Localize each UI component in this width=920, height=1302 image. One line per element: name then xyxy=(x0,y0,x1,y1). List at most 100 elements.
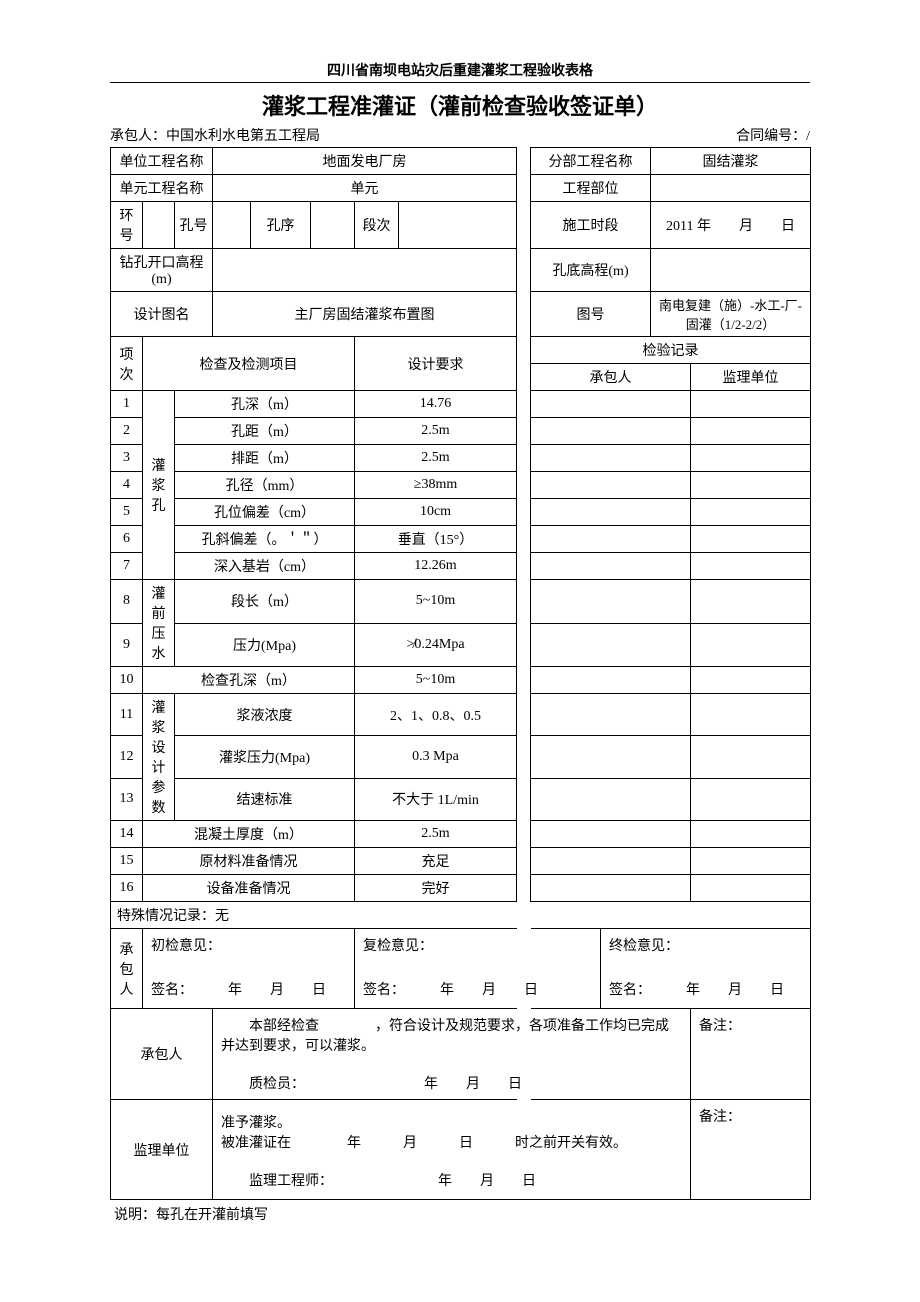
remark-1: 备注： xyxy=(691,1009,811,1100)
table-row: 9 压力(Mpa) ≯0.24Mpa xyxy=(111,623,811,667)
cell-req: 充足 xyxy=(355,848,517,875)
final-opinion: 终检意见： 签名： 年 月 日 xyxy=(601,929,811,1009)
table-row: 13 结速标准 不大于 1L/min xyxy=(111,778,811,820)
value-hole-order xyxy=(311,202,355,249)
cell-item: 深入基岩（cm） xyxy=(175,553,355,580)
cell-n: 11 xyxy=(111,694,143,736)
contract-no-line: 合同编号：/ xyxy=(736,125,810,145)
label-record-contractor: 承包人 xyxy=(531,364,691,391)
group-1: 灌浆孔 xyxy=(143,391,175,580)
row-unit-project: 单位工程名称 地面发电厂房 分部工程名称 固结灌浆 xyxy=(111,148,811,175)
label-element-project: 单元工程名称 xyxy=(111,175,213,202)
label-period: 施工时段 xyxy=(531,202,651,249)
cell-n: 3 xyxy=(111,445,143,472)
table-row: 1 灌浆孔 孔深（m） 14.76 xyxy=(111,391,811,418)
row-special: 特殊情况记录：无 xyxy=(111,902,811,929)
page-title: 灌浆工程准灌证（灌前检查验收签证单） xyxy=(110,89,810,121)
cell-req: 垂直（15°） xyxy=(355,526,517,553)
table-row: 8 灌前压水 段长（m） 5~10m xyxy=(111,580,811,624)
cell-item: 设备准备情况 xyxy=(143,875,355,902)
meta-row: 承包人：中国水利水电第五工程局 合同编号：/ xyxy=(110,125,810,145)
group-2: 灌前压水 xyxy=(143,580,175,667)
cell-req: 2.5m xyxy=(355,445,517,472)
cell-n: 2 xyxy=(111,418,143,445)
table-row: 16 设备准备情况 完好 xyxy=(111,875,811,902)
label-ring: 环号 xyxy=(111,202,143,249)
label-bottom-elev: 孔底高程(m) xyxy=(531,249,651,292)
cell-req: 12.26m xyxy=(355,553,517,580)
table-row: 15 原材料准备情况 充足 xyxy=(111,848,811,875)
cell-n: 13 xyxy=(111,778,143,820)
label-unit-project: 单位工程名称 xyxy=(111,148,213,175)
row-open-elev: 钻孔开口高程(m) 孔底高程(m) xyxy=(111,249,811,292)
supervisor-conclusion: 准予灌浆。 被准灌证在 年 月 日 时之前开关有效。 监理工程师： 年 月 日 xyxy=(213,1100,691,1200)
cell-n: 14 xyxy=(111,821,143,848)
cell-n: 7 xyxy=(111,553,143,580)
cell-n: 9 xyxy=(111,623,143,667)
cell-req: ≥38mm xyxy=(355,472,517,499)
value-ring xyxy=(143,202,175,249)
contract-no-label: 合同编号： xyxy=(736,129,806,144)
table-row: 2 孔距（m） 2.5m xyxy=(111,418,811,445)
row-element-project: 单元工程名称 单元 工程部位 xyxy=(111,175,811,202)
cell-req: 0.3 Mpa xyxy=(355,736,517,778)
cell-n: 6 xyxy=(111,526,143,553)
cell-req: ≯0.24Mpa xyxy=(355,623,517,667)
value-hole xyxy=(213,202,251,249)
table-row: 6 孔斜偏差（。＇＂） 垂直（15°） xyxy=(111,526,811,553)
label-open-elev: 钻孔开口高程(m) xyxy=(111,249,213,292)
label-design-drawing: 设计图名 xyxy=(111,292,213,337)
table-row: 11 灌浆设计参数 浆液浓度 2、1、0.8、0.5 xyxy=(111,694,811,736)
cell-item: 检查孔深（m） xyxy=(143,667,355,694)
cell-item: 混凝土厚度（m） xyxy=(143,821,355,848)
cell-item: 孔深（m） xyxy=(175,391,355,418)
label-special: 特殊情况记录： xyxy=(117,909,215,924)
cell-n: 8 xyxy=(111,580,143,624)
row-supervisor-conclusion: 监理单位 准予灌浆。 被准灌证在 年 月 日 时之前开关有效。 监理工程师： 年… xyxy=(111,1100,811,1200)
first-opinion-label: 初检意见： xyxy=(151,935,346,955)
label-record: 检验记录 xyxy=(531,337,811,364)
cell-n: 10 xyxy=(111,667,143,694)
value-design-drawing: 主厂房固结灌浆布置图 xyxy=(213,292,517,337)
cell-item: 孔位偏差（cm） xyxy=(175,499,355,526)
table-row: 7 深入基岩（cm） 12.26m xyxy=(111,553,811,580)
row-opinions: 承包人 初检意见： 签名： 年 月 日 复检意见： 签名： 年 月 日 终检意见… xyxy=(111,929,811,1009)
label-design-req: 设计要求 xyxy=(355,337,517,391)
cell-item: 压力(Mpa) xyxy=(175,623,355,667)
contractor-conclusion: 本部经检查 ，符合设计及规范要求，各项准备工作均已完成并达到要求，可以灌浆。 质… xyxy=(213,1009,691,1100)
cell-req: 2、1、0.8、0.5 xyxy=(355,694,517,736)
value-bottom-elev xyxy=(651,249,811,292)
value-sub-project: 固结灌浆 xyxy=(651,148,811,175)
value-drawing-no: 南电复建（施）-水工-厂-固灌（1/2-2/2） xyxy=(651,292,811,337)
cell-item: 孔距（m） xyxy=(175,418,355,445)
table-row: 3 排距（m） 2.5m xyxy=(111,445,811,472)
label-segment: 段次 xyxy=(355,202,399,249)
cell-item: 结速标准 xyxy=(175,778,355,820)
group-3: 灌浆设计参数 xyxy=(143,694,175,821)
cell-n: 15 xyxy=(111,848,143,875)
final-opinion-label: 终检意见： xyxy=(609,935,802,955)
cell-rec-s xyxy=(691,391,811,418)
cell-req: 5~10m xyxy=(355,580,517,624)
label-project-part: 工程部位 xyxy=(531,175,651,202)
contractor-line: 承包人：中国水利水电第五工程局 xyxy=(110,125,320,145)
table-row: 5 孔位偏差（cm） 10cm xyxy=(111,499,811,526)
cell-req: 14.76 xyxy=(355,391,517,418)
cell-n: 4 xyxy=(111,472,143,499)
re-opinion: 复检意见： 签名： 年 月 日 xyxy=(355,929,601,1009)
label-contractor-block: 承包人 xyxy=(111,1009,213,1100)
cell-item: 原材料准备情况 xyxy=(143,848,355,875)
footer-note: 说明：每孔在开灌前填写 xyxy=(110,1204,810,1224)
cell-item: 浆液浓度 xyxy=(175,694,355,736)
row-header-1: 项次 检查及检测项目 设计要求 检验记录 xyxy=(111,337,811,364)
label-sub-project: 分部工程名称 xyxy=(531,148,651,175)
row-ring-hole: 环号 孔号 孔序 段次 施工时段 2011 年 月 日 xyxy=(111,202,811,249)
label-supervisor-block: 监理单位 xyxy=(111,1100,213,1200)
cell-n: 16 xyxy=(111,875,143,902)
cell-item: 排距（m） xyxy=(175,445,355,472)
label-item-no: 项次 xyxy=(111,337,143,391)
cell-item: 灌浆压力(Mpa) xyxy=(175,736,355,778)
cell-n: 5 xyxy=(111,499,143,526)
label-hole-order: 孔序 xyxy=(251,202,311,249)
label-record-supervisor: 监理单位 xyxy=(691,364,811,391)
